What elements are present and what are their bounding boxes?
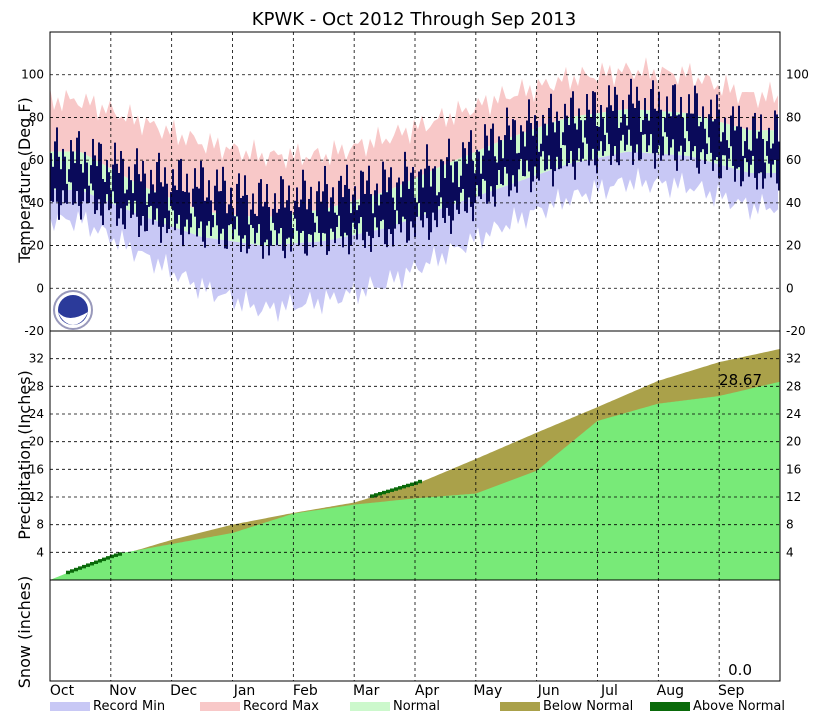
precip-tick-right: 12 [786,490,801,504]
legend-label-above-normal: Above Normal [693,699,785,714]
precip-tick-left: 8 [36,518,44,532]
legend-swatch-above-normal [650,702,690,711]
above-normal-mark [382,490,386,495]
snow-total-label: 0.0 [728,661,752,679]
precip-tick-right: 20 [786,435,801,449]
legend: Record Min Record Max Normal Below Norma… [50,699,785,714]
temp-tick-left: 80 [29,110,44,124]
above-normal-mark [398,486,402,490]
legend-item-record-min: Record Min [50,699,165,714]
precip-tick-right: 8 [786,518,794,532]
legend-label-record-min: Record Min [93,699,165,714]
above-normal-mark [414,481,418,485]
above-normal-mark [394,487,398,491]
legend-swatch-record-max [200,702,240,711]
precip-tick-right: 4 [786,545,794,559]
above-normal-mark [66,570,70,575]
month-tick-label: Aug [657,683,684,699]
month-tick-label: Jun [537,683,560,699]
above-normal-mark [90,561,94,566]
month-tick-label: Apr [415,683,439,699]
temp-tick-right: 100 [786,68,809,82]
legend-label-record-max: Record Max [243,699,319,714]
temp-tick-left: 0 [36,281,44,295]
month-tick-label: Mar [353,683,380,699]
precipitation-axis-label: Precipitation (Inches) [15,370,34,540]
above-normal-mark [406,483,410,488]
legend-swatch-below-normal [500,702,540,711]
month-axis: Oct Nov Dec Jan Feb Mar Apr May Jun Jul Aug Sep [50,32,745,699]
precip-tick-left: 28 [29,379,44,393]
panel-frame [49,579,781,682]
above-normal-mark [70,569,74,573]
temp-tick-right: 0 [786,281,794,295]
chart-title: KPWK - Oct 2012 Through Sep 2013 [252,9,576,30]
above-normal-mark [82,564,86,569]
temp-tick-right: 80 [786,110,801,124]
month-tick-label: Nov [109,683,136,699]
legend-item-above-normal: Above Normal [650,699,785,714]
above-normal-mark [102,557,106,562]
above-normal-mark [78,566,82,570]
precip-tick-left: 12 [29,490,44,504]
precip-tick-left: 24 [29,407,44,421]
snow-panel: 0.0 [50,580,780,681]
legend-item-record-max: Record Max [200,699,319,714]
above-normal-mark [86,563,90,567]
above-normal-mark [110,554,114,559]
legend-swatch-record-min [50,702,90,711]
temp-tick-right: -20 [786,324,806,338]
above-normal-mark [94,560,98,564]
temp-tick-right: 20 [786,239,801,253]
above-normal-mark [374,493,378,497]
month-tick-label: Feb [293,683,318,699]
legend-label-below-normal: Below Normal [543,699,633,714]
precip-total-label: 28.67 [719,371,762,389]
snow-axis-label: Snow (inches) [15,576,34,688]
temp-tick-left: 100 [21,68,44,82]
legend-item-normal: Normal [350,699,440,714]
legend-item-below-normal: Below Normal [500,699,633,714]
month-tick-label: Sep [718,683,745,699]
above-normal-mark [74,567,78,572]
above-normal-mark [386,489,390,494]
temp-tick-left: 60 [29,153,44,167]
temp-tick-left: 40 [29,196,44,210]
above-normal-mark [418,479,422,484]
above-normal-mark [370,494,374,498]
month-tick-label: Dec [170,683,197,699]
above-normal-mark [410,482,414,487]
precip-tick-right: 32 [786,352,801,366]
precip-tick-right: 28 [786,379,801,393]
month-tick-label: Jul [600,683,618,699]
precip-tick-left: 4 [36,545,44,559]
precip-tick-right: 24 [786,407,801,421]
temp-tick-right: 60 [786,153,801,167]
above-normal-mark [378,492,382,496]
above-normal-mark [390,488,394,492]
legend-label-normal: Normal [393,699,440,714]
temp-tick-left: -20 [24,324,44,338]
month-tick-label: Oct [50,683,75,699]
above-normal-mark [106,556,110,560]
snow-plot-area [50,580,780,681]
legend-swatch-normal [350,702,390,711]
month-tick-label: Jan [233,683,256,699]
above-normal-mark [402,484,406,489]
precip-tick-left: 16 [29,462,44,476]
above-normal-mark [114,553,118,557]
temp-tick-left: 20 [29,239,44,253]
above-normal-mark [98,559,102,563]
precip-tick-left: 32 [29,352,44,366]
precip-tick-right: 16 [786,462,801,476]
precip-tick-left: 20 [29,435,44,449]
month-tick-label: May [473,683,502,699]
noaa-logo [53,290,93,330]
temperature-axis-label: Temperature (Deg F) [15,97,34,264]
above-normal-mark [118,552,122,556]
temp-tick-right: 40 [786,196,801,210]
